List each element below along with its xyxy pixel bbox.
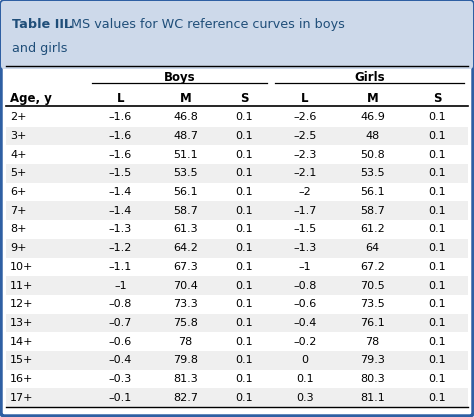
Text: 0.1: 0.1 bbox=[428, 150, 446, 160]
Text: and girls: and girls bbox=[12, 42, 67, 55]
Text: 0.1: 0.1 bbox=[428, 262, 446, 272]
Text: 70.4: 70.4 bbox=[173, 281, 198, 291]
Text: 46.9: 46.9 bbox=[360, 112, 385, 122]
Text: 0.1: 0.1 bbox=[236, 355, 253, 365]
Text: 75.8: 75.8 bbox=[173, 318, 198, 328]
Text: 0.1: 0.1 bbox=[236, 224, 253, 234]
Text: 2+: 2+ bbox=[10, 112, 27, 122]
Bar bbox=[4, 4, 470, 66]
Text: 7+: 7+ bbox=[10, 206, 27, 216]
Text: Girls: Girls bbox=[354, 70, 385, 83]
Text: 48.7: 48.7 bbox=[173, 131, 198, 141]
Text: 0.1: 0.1 bbox=[428, 243, 446, 253]
Text: 16+: 16+ bbox=[10, 374, 33, 384]
Text: 0.1: 0.1 bbox=[428, 393, 446, 403]
Text: 81.3: 81.3 bbox=[173, 374, 198, 384]
Text: –1.2: –1.2 bbox=[109, 243, 132, 253]
Text: 82.7: 82.7 bbox=[173, 393, 198, 403]
FancyBboxPatch shape bbox=[1, 1, 473, 69]
Text: 70.5: 70.5 bbox=[360, 281, 385, 291]
Text: 0.1: 0.1 bbox=[236, 299, 253, 309]
Text: 64: 64 bbox=[365, 243, 380, 253]
Text: 56.1: 56.1 bbox=[360, 187, 385, 197]
Text: 53.5: 53.5 bbox=[173, 168, 198, 178]
Text: 17+: 17+ bbox=[10, 393, 34, 403]
Text: 0.1: 0.1 bbox=[236, 393, 253, 403]
Text: –0.1: –0.1 bbox=[109, 393, 132, 403]
Text: 0.1: 0.1 bbox=[236, 318, 253, 328]
Text: 79.3: 79.3 bbox=[360, 355, 385, 365]
Text: –1.5: –1.5 bbox=[109, 168, 132, 178]
Text: M: M bbox=[180, 91, 191, 105]
Text: Age, y: Age, y bbox=[10, 91, 52, 105]
Text: 0.1: 0.1 bbox=[296, 374, 314, 384]
Text: 48: 48 bbox=[365, 131, 380, 141]
Text: 50.8: 50.8 bbox=[360, 150, 385, 160]
Text: 0.1: 0.1 bbox=[428, 206, 446, 216]
Text: 0.1: 0.1 bbox=[428, 131, 446, 141]
Text: 13+: 13+ bbox=[10, 318, 33, 328]
Text: –1: –1 bbox=[299, 262, 311, 272]
Text: 8+: 8+ bbox=[10, 224, 27, 234]
Text: 0.3: 0.3 bbox=[296, 393, 314, 403]
Text: –1.7: –1.7 bbox=[293, 206, 317, 216]
Text: –0.4: –0.4 bbox=[109, 355, 132, 365]
Text: 81.1: 81.1 bbox=[360, 393, 385, 403]
Text: –0.6: –0.6 bbox=[293, 299, 317, 309]
Text: 0.1: 0.1 bbox=[428, 374, 446, 384]
Text: 9+: 9+ bbox=[10, 243, 27, 253]
Text: 0.1: 0.1 bbox=[428, 112, 446, 122]
Text: –0.7: –0.7 bbox=[109, 318, 132, 328]
Text: 0.1: 0.1 bbox=[428, 337, 446, 347]
Text: 12+: 12+ bbox=[10, 299, 34, 309]
Text: 53.5: 53.5 bbox=[360, 168, 385, 178]
Text: LMS values for WC reference curves in boys: LMS values for WC reference curves in bo… bbox=[64, 18, 345, 30]
Bar bbox=[6, 314, 468, 332]
Text: 80.3: 80.3 bbox=[360, 374, 385, 384]
Text: –1.6: –1.6 bbox=[109, 131, 132, 141]
Bar bbox=[6, 388, 468, 407]
Bar bbox=[6, 127, 468, 146]
Bar bbox=[5, 35, 469, 66]
Text: 0.1: 0.1 bbox=[428, 187, 446, 197]
Text: 56.1: 56.1 bbox=[173, 187, 198, 197]
Text: 0.1: 0.1 bbox=[428, 355, 446, 365]
Bar bbox=[6, 276, 468, 295]
Text: –2.5: –2.5 bbox=[293, 131, 317, 141]
Text: 11+: 11+ bbox=[10, 281, 33, 291]
Text: –0.4: –0.4 bbox=[293, 318, 317, 328]
Bar bbox=[6, 201, 468, 220]
Text: M: M bbox=[366, 91, 378, 105]
Text: 61.3: 61.3 bbox=[173, 224, 198, 234]
Text: 0.1: 0.1 bbox=[428, 224, 446, 234]
Text: 58.7: 58.7 bbox=[173, 206, 198, 216]
Text: 78: 78 bbox=[365, 337, 380, 347]
Text: 51.1: 51.1 bbox=[173, 150, 198, 160]
Text: 79.8: 79.8 bbox=[173, 355, 198, 365]
Text: 46.8: 46.8 bbox=[173, 112, 198, 122]
Bar bbox=[6, 239, 468, 258]
Text: 0.1: 0.1 bbox=[428, 299, 446, 309]
Text: –0.2: –0.2 bbox=[293, 337, 317, 347]
Text: –2.3: –2.3 bbox=[293, 150, 317, 160]
Text: 78: 78 bbox=[178, 337, 192, 347]
Text: S: S bbox=[240, 91, 249, 105]
Text: S: S bbox=[433, 91, 441, 105]
Text: –1.4: –1.4 bbox=[109, 206, 132, 216]
Text: 67.3: 67.3 bbox=[173, 262, 198, 272]
Text: 0.1: 0.1 bbox=[428, 318, 446, 328]
Text: –0.3: –0.3 bbox=[109, 374, 132, 384]
Text: 64.2: 64.2 bbox=[173, 243, 198, 253]
Bar bbox=[6, 351, 468, 369]
Text: 73.3: 73.3 bbox=[173, 299, 198, 309]
Text: 15+: 15+ bbox=[10, 355, 33, 365]
Text: 73.5: 73.5 bbox=[360, 299, 385, 309]
Text: 58.7: 58.7 bbox=[360, 206, 385, 216]
Bar bbox=[6, 164, 468, 183]
Text: 0.1: 0.1 bbox=[236, 112, 253, 122]
Text: 3+: 3+ bbox=[10, 131, 27, 141]
Text: L: L bbox=[117, 91, 124, 105]
Text: –2.1: –2.1 bbox=[293, 168, 317, 178]
Text: 4+: 4+ bbox=[10, 150, 27, 160]
